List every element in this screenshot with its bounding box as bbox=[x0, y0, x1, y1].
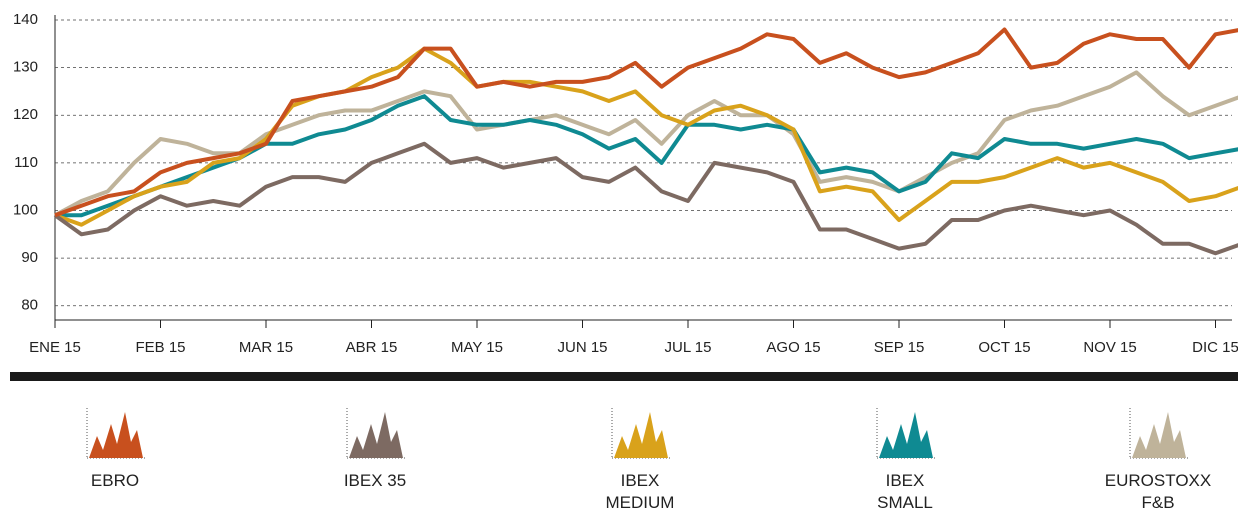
x-tick-label: MAR 15 bbox=[239, 339, 293, 356]
legend-icon bbox=[86, 408, 145, 459]
y-tick-label: 100 bbox=[13, 201, 38, 218]
x-tick-label: FEB 15 bbox=[135, 339, 185, 356]
legend-icon bbox=[876, 408, 935, 459]
x-tick-label: ABR 15 bbox=[346, 339, 398, 356]
y-tick-label: 110 bbox=[14, 154, 38, 171]
legend-icon bbox=[346, 408, 405, 459]
x-tick-label: AGO 15 bbox=[766, 339, 820, 356]
x-tick-label: JUN 15 bbox=[557, 339, 607, 356]
x-tick-label: NOV 15 bbox=[1083, 339, 1136, 356]
icon-shape bbox=[1132, 412, 1186, 458]
legend-label: EBRO bbox=[90, 471, 140, 490]
x-tick-label: SEP 15 bbox=[874, 339, 925, 356]
y-tick-label: 80 bbox=[21, 297, 38, 314]
y-tick-label: 120 bbox=[13, 106, 38, 123]
legend-icon bbox=[1129, 408, 1188, 459]
icon-shape bbox=[879, 412, 933, 458]
legend-label: IBEX 35 bbox=[343, 471, 407, 490]
y-tick-label: 130 bbox=[13, 59, 38, 76]
legend-label: IBEX SMALL bbox=[877, 471, 933, 512]
x-tick-label: DIC 15 bbox=[1192, 339, 1238, 356]
icon-shape bbox=[349, 412, 403, 458]
series-line bbox=[54, 27, 1238, 218]
icon-shape bbox=[89, 412, 143, 458]
x-tick-label: OCT 15 bbox=[978, 339, 1030, 356]
divider bbox=[10, 372, 1238, 381]
series-line bbox=[54, 70, 1238, 217]
x-tick-label: ENE 15 bbox=[29, 339, 81, 356]
legend-label: EUROSTOXX F&B bbox=[1104, 471, 1212, 512]
x-tick-label: JUL 15 bbox=[665, 339, 712, 356]
icon-shape bbox=[614, 412, 668, 458]
series-line bbox=[53, 141, 1238, 256]
legend-label: IBEX MEDIUM bbox=[605, 471, 675, 512]
y-tick-label: 140 bbox=[13, 11, 38, 28]
y-tick-label: 90 bbox=[21, 249, 38, 266]
x-tick-label: MAY 15 bbox=[451, 339, 503, 356]
legend-icon bbox=[611, 408, 670, 459]
